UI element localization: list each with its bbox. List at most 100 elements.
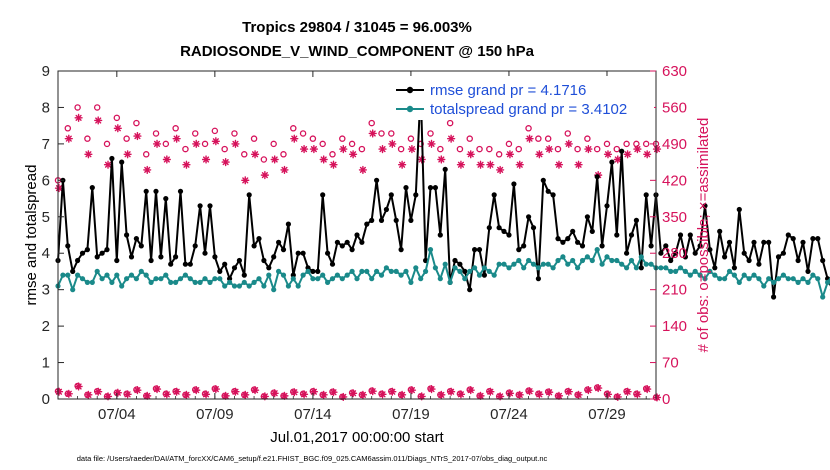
rmse-point xyxy=(624,250,630,256)
obs-bottom-assimilated-marker xyxy=(143,391,152,400)
obs-possible-marker xyxy=(191,130,199,137)
obs-star-stroke xyxy=(65,135,72,142)
totalspread-point xyxy=(227,279,233,285)
obs-star-stroke xyxy=(320,156,327,163)
obs-star-stroke xyxy=(497,166,504,174)
totalspread-point xyxy=(383,265,389,271)
obs-assimilated-marker xyxy=(182,160,191,169)
obs-assimilated-marker xyxy=(554,160,564,169)
y-axis-right-label: # of obs: o=possible; ×=assimilated xyxy=(695,118,712,353)
obs-bottom-assimilated-marker xyxy=(319,390,328,399)
rmse-point xyxy=(780,250,787,256)
obs-star-stroke xyxy=(428,386,435,393)
legend-rmse-marker xyxy=(406,86,414,94)
obs-star-stroke xyxy=(555,161,563,168)
obs-star-stroke xyxy=(310,388,317,395)
obs-bottom-assimilated-marker xyxy=(152,385,162,394)
totalspread-point xyxy=(320,272,326,278)
obs-star-stroke xyxy=(65,390,72,397)
obs-assimilated-marker xyxy=(652,144,662,154)
obs-assimilated-marker xyxy=(231,139,240,148)
totalspread-point xyxy=(624,265,630,271)
rmse-point xyxy=(217,268,223,274)
y-right-tick-label: 560 xyxy=(662,99,687,116)
rmse-point xyxy=(766,239,772,245)
rmse-point xyxy=(79,250,86,256)
totalspread-point xyxy=(609,257,615,264)
totalspread-point xyxy=(707,268,713,274)
totalspread-point xyxy=(310,276,316,282)
totalspread-point xyxy=(163,272,169,278)
obs-star-stroke xyxy=(634,146,641,153)
obs-assimilated-marker xyxy=(250,150,260,159)
rmse-point xyxy=(467,287,473,293)
obs-star-stroke xyxy=(55,185,63,192)
obs-bottom-assimilated-marker xyxy=(368,387,377,396)
obs-bottom-assimilated-marker xyxy=(476,391,485,400)
obs-possible-marker xyxy=(603,140,611,148)
rmse-point xyxy=(325,250,331,256)
obs-assimilated-marker xyxy=(358,165,368,175)
rmse-point xyxy=(99,250,105,256)
rmse-point xyxy=(177,188,184,194)
obs-possible-marker xyxy=(623,140,630,148)
totalspread-point xyxy=(697,272,703,278)
rmse-point xyxy=(339,243,345,249)
totalspread-point xyxy=(565,261,571,267)
totalspread-point xyxy=(423,268,429,274)
totalspread-point xyxy=(236,283,242,289)
obs-assimilated-marker xyxy=(368,129,377,138)
obs-star-stroke xyxy=(408,387,415,394)
obs-star-stroke xyxy=(369,388,376,395)
totalspread-point xyxy=(60,272,66,278)
obs-possible-marker xyxy=(241,151,248,158)
obs-bottom-assimilated-marker xyxy=(280,391,289,400)
rmse-point xyxy=(584,214,591,220)
rmse-point xyxy=(241,272,247,278)
rmse-point xyxy=(452,257,458,264)
obs-possible-marker xyxy=(584,135,591,142)
rmse-point xyxy=(246,192,252,198)
totalspread-point xyxy=(84,279,90,285)
obs-bottom-assimilated-marker xyxy=(192,386,201,395)
axes: 0 1 2 3 4 5 6 7 8 9 0 70 140 210 280 350 420 490 560 630 07/… xyxy=(42,63,687,423)
totalspread-point xyxy=(785,276,791,282)
obs-assimilated-marker xyxy=(496,165,505,175)
obs-bottom-assimilated-marker xyxy=(466,386,475,395)
totalspread-point xyxy=(315,276,321,282)
rmse-point xyxy=(707,247,713,253)
obs-bottom-assimilated-marker xyxy=(221,391,230,400)
obs-bottom-assimilated-marker xyxy=(201,390,211,399)
obs-bottom-assimilated-marker xyxy=(270,389,279,398)
obs-assimilated-marker xyxy=(456,160,466,169)
obs-star-stroke xyxy=(350,390,357,397)
totalspread-point xyxy=(648,261,654,267)
rmse-point xyxy=(173,254,179,260)
rmse-point xyxy=(344,239,350,245)
obs-star-stroke xyxy=(95,117,102,124)
y-tick-label: 0 xyxy=(42,391,50,408)
totalspread-point xyxy=(104,272,110,278)
totalspread-point xyxy=(177,276,184,282)
obs-assimilated-marker xyxy=(378,144,387,154)
obs-possible-marker xyxy=(427,130,434,137)
totalspread-point xyxy=(462,276,468,282)
totalspread-point xyxy=(535,265,542,271)
obs-star-stroke xyxy=(653,146,661,153)
y-tick-label: 7 xyxy=(42,136,50,153)
rmse-point xyxy=(530,225,537,231)
obs-bottom-assimilated-marker xyxy=(525,387,534,396)
rmse-point xyxy=(476,247,483,253)
obs-star-stroke xyxy=(575,391,582,398)
rmse-point xyxy=(560,239,566,245)
obs-star-stroke xyxy=(448,135,455,142)
obs-star-stroke xyxy=(104,161,112,168)
obs-assimilated-marker xyxy=(623,150,632,159)
rmse-point xyxy=(378,217,385,223)
rmse-point xyxy=(310,268,316,274)
obs-star-stroke xyxy=(134,387,141,394)
totalspread-point xyxy=(280,272,287,278)
totalspread-point xyxy=(369,276,375,282)
obs-bottom-assimilated-marker xyxy=(574,390,583,399)
obs-possible-marker xyxy=(133,119,140,127)
